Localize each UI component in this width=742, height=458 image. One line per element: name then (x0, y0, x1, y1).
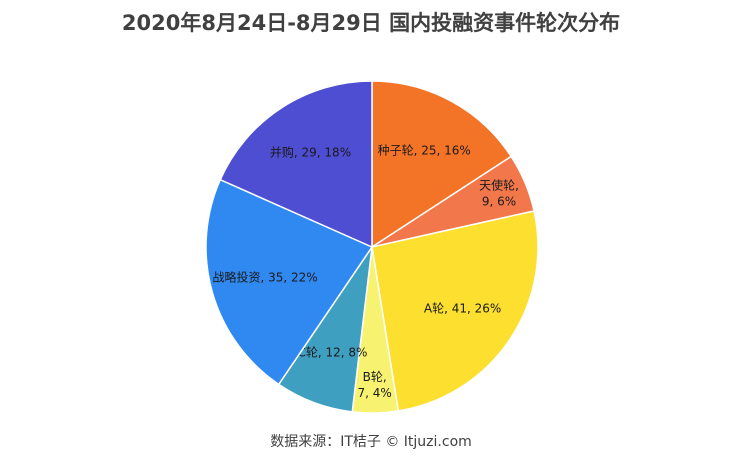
source-note: 数据来源：IT桔子 © Itjuzi.com (270, 434, 472, 450)
pie-slice-3 (371, 210, 539, 412)
slice-label-4: B轮, 7, 4% (358, 370, 392, 400)
slice-label-7: 并购, 29, 18% (270, 144, 351, 159)
slice-label-3: A轮, 41, 26% (424, 302, 501, 316)
pie-slice-7 (219, 80, 373, 249)
pie-slice-6 (205, 178, 374, 386)
pie-slice-1 (371, 80, 513, 249)
slice-label-1: 种子轮, 25, 16% (378, 144, 471, 158)
slice-label-2: 天使轮, 9, 6% (479, 178, 519, 209)
chart-title: 2020年8月24日-8月29日 国内投融资事件轮次分布 (121, 11, 621, 35)
slice-label-5: C轮, 12, 8% (298, 346, 368, 360)
slice-label-6: 战略投资, 35, 22% (212, 270, 317, 285)
